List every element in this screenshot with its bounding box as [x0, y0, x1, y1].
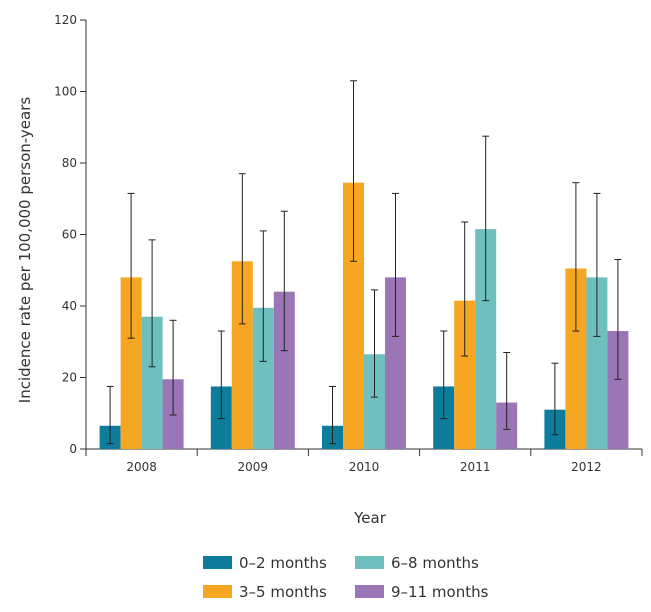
bar	[141, 316, 163, 449]
bars-layer	[99, 182, 629, 449]
y-tick-label: 60	[62, 228, 77, 242]
bar	[231, 261, 253, 449]
bar	[454, 300, 476, 449]
y-tick-label: 20	[62, 371, 77, 385]
y-axis-title: Incidence rate per 100,000 person-years	[16, 97, 34, 404]
x-tick-label: 2010	[349, 460, 380, 474]
legend-item: 0–2 months	[203, 554, 327, 572]
bar	[385, 277, 406, 449]
legend-label: 6–8 months	[391, 554, 479, 572]
y-tick-label: 120	[54, 13, 77, 27]
bar	[343, 182, 364, 449]
bar	[273, 291, 295, 449]
x-tick-label: 2011	[460, 460, 491, 474]
bar	[586, 277, 608, 449]
x-axis-title: Year	[353, 509, 387, 527]
bar	[607, 331, 629, 449]
legend-swatch	[355, 585, 384, 598]
bar	[364, 354, 385, 449]
legend-label: 0–2 months	[239, 554, 327, 572]
y-tick-label: 40	[62, 299, 77, 313]
legend-swatch	[355, 556, 384, 569]
bar	[120, 277, 142, 449]
tick-labels-layer: 0 20 40 60 80 100 120 2008 2009 2010 2011 2012	[54, 13, 602, 474]
legend-item: 6–8 months	[355, 554, 479, 572]
x-tick-label: 2012	[571, 460, 602, 474]
legend-label: 9–11 months	[391, 583, 489, 601]
x-tick-label: 2009	[238, 460, 269, 474]
legend-label: 3–5 months	[239, 583, 327, 601]
legend-swatch	[203, 585, 232, 598]
y-tick-label: 80	[62, 156, 77, 170]
legend-item: 3–5 months	[203, 583, 327, 601]
legend: 0–2 months 6–8 months 3–5 months 9–11 month…	[203, 554, 489, 601]
y-tick-label: 0	[69, 442, 77, 456]
error-bars-layer	[106, 80, 622, 445]
x-tick-label: 2008	[126, 460, 157, 474]
legend-item: 9–11 months	[355, 583, 489, 601]
bar	[252, 307, 274, 449]
legend-swatch	[203, 556, 232, 569]
bar	[475, 229, 497, 449]
y-tick-label: 100	[54, 85, 77, 99]
bar	[565, 268, 587, 449]
